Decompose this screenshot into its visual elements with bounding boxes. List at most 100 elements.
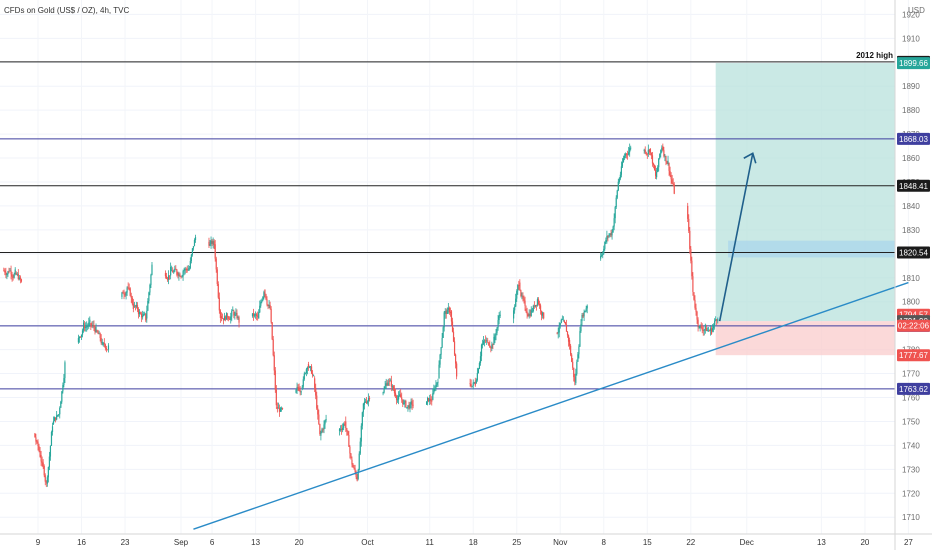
candle-body [531,311,533,312]
candle-body [687,205,689,219]
candle-body [705,328,707,331]
candle-body [271,322,273,340]
candle-body [715,319,717,321]
candle-body [106,349,109,351]
candle-body [167,275,170,280]
price-axis[interactable]: 1710172017301740175017601770178017901800… [894,0,920,550]
candle-body [432,393,434,400]
price-tick-label: 1860 [902,154,920,163]
candle-body [18,277,20,280]
candle-body [534,304,536,307]
candle-body [355,471,357,478]
candle-body [232,310,234,311]
candle-body [16,273,18,275]
candle-body [559,322,561,327]
candle-body [266,299,268,305]
price-tick-label: 1920 [902,10,920,19]
candle-body [662,146,664,151]
candle-body [711,328,714,331]
candle-body [609,233,611,236]
candle-body [127,287,129,289]
candle-body [234,314,236,316]
candle-body [498,315,500,321]
candle-body [449,312,452,314]
candle-body [77,338,80,343]
candle-body [499,314,501,316]
time-tick-label: 27 [904,538,913,547]
time-tick-label: 6 [210,538,215,547]
candle-body [360,425,362,442]
candle-body [714,320,716,326]
candle-body [148,292,150,301]
time-tick-label: 8 [602,538,607,547]
candle-body [698,326,700,328]
candle-body [130,295,132,298]
candle-body [672,183,674,185]
candle-body [617,181,619,191]
candle-body [251,313,254,317]
candle-body [564,322,567,325]
candle-body [455,354,457,364]
candle-body [272,339,274,356]
candle-body [616,190,618,198]
candle-body [533,305,535,307]
candle-body [344,423,346,425]
candle-body [60,401,62,408]
candle-body [695,307,697,312]
candle-body [95,326,97,333]
candle-body [237,317,239,319]
candle-body [563,320,566,323]
candle-body [515,298,517,307]
level-price-tag-bg [897,132,930,145]
candle-body [223,316,226,321]
candle-body [673,184,675,194]
candle-body [277,407,280,409]
candle-body [90,323,92,325]
candle-body [313,375,315,377]
candle-body [274,370,276,390]
time-tick-label: 15 [643,538,652,547]
position-zones [715,63,895,356]
candle-body [383,389,385,393]
candle-body [349,446,351,454]
candle-body [561,318,563,320]
candle-body [350,453,352,458]
candle-body [314,378,316,388]
price-tick-label: 1770 [902,370,920,379]
candle-body [356,477,358,481]
candle-body [618,178,620,182]
candle-body [568,340,571,346]
candle-body [524,300,526,306]
candle-body [346,428,348,432]
arrow-head [743,152,757,164]
price-tick-label: 1720 [902,489,920,498]
candle-body [538,303,541,306]
candle-body [270,308,272,323]
candle-body [265,294,267,300]
candle-body [319,423,321,434]
candle-body [647,149,649,155]
price-tick-label: 1910 [902,34,920,43]
candle-body [648,149,650,152]
candle-body [143,314,145,316]
candle-body [62,385,64,392]
candle-body [81,330,84,335]
time-tick-label: Dec [740,538,754,547]
candle-body [275,389,277,406]
candle-body [566,331,569,336]
candle-body [6,274,8,276]
candle-body [133,305,135,307]
candle-body [620,166,622,175]
candle-body [229,318,231,320]
candle-body [17,273,19,280]
candle-body [644,149,646,153]
candle-body [222,318,225,321]
candle-body [412,404,414,406]
candle-body [571,354,573,362]
candle-body [46,477,48,484]
candle-body [137,309,140,315]
candle-body [582,315,584,317]
candle-body [64,362,66,379]
time-axis[interactable]: 9 16 23 Sep 6 13 20 Oct 11 18 25 Nov 8 15 22 Dec 13 20 27 [0,533,932,547]
